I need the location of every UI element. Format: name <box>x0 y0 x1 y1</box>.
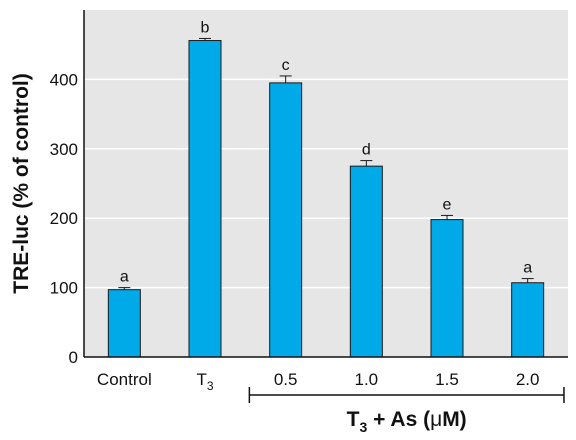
x-tick-label: Control <box>97 370 152 389</box>
plot-area <box>84 10 568 357</box>
group-label-greek: μ <box>430 408 442 431</box>
x-tick-labels: Control T3 0.5 1.0 1.5 2.0 <box>97 370 540 393</box>
bar <box>107 289 141 358</box>
significance-label: a <box>120 269 129 286</box>
significance-label: b <box>201 19 210 36</box>
y-tick-label: 200 <box>50 209 78 228</box>
significance-label: d <box>362 142 371 159</box>
x-tick-label: 1.0 <box>355 370 379 389</box>
x-tick-label: T3 <box>196 370 213 393</box>
error-bars <box>118 37 534 290</box>
y-tick-label: 400 <box>50 70 78 89</box>
x-tick-label: 2.0 <box>516 370 540 389</box>
significance-label: c <box>282 57 290 74</box>
x-tick-label-main: Control <box>97 370 152 389</box>
x-tick-label-main: 1.5 <box>435 370 459 389</box>
x-tick-label-subscript: 3 <box>207 379 214 393</box>
bar <box>188 40 222 358</box>
x-tick-label-main: T <box>196 370 206 389</box>
y-tick-label: 300 <box>50 140 78 159</box>
x-tick-label-main: 0.5 <box>274 370 298 389</box>
x-tick-label: 1.5 <box>435 370 459 389</box>
y-tick-labels: 0 100 200 300 400 <box>50 70 78 367</box>
group-bracket: T3 + As (μM) <box>248 387 565 435</box>
bar <box>349 165 383 358</box>
x-tick-label-main: 2.0 <box>516 370 540 389</box>
bar <box>269 82 303 358</box>
group-label-unit: M) <box>442 408 467 431</box>
significance-labels: a b c d e a <box>120 19 532 285</box>
group-label-suffix: + As ( <box>367 408 430 431</box>
group-label: T3 + As (μM) <box>347 408 467 435</box>
axes <box>83 10 568 358</box>
bar <box>511 282 545 358</box>
y-axis-label: TRE-luc (% of control) <box>10 73 33 293</box>
x-tick-label-main: 1.0 <box>355 370 379 389</box>
gridlines <box>84 78 568 289</box>
bar <box>430 219 464 358</box>
group-label-subscript: 3 <box>359 419 367 435</box>
y-tick-label: 100 <box>50 279 78 298</box>
x-tick-label: 0.5 <box>274 370 298 389</box>
y-tick-label: 0 <box>69 348 78 367</box>
significance-label: a <box>523 260 532 277</box>
significance-label: e <box>443 196 452 213</box>
group-label-prefix: T <box>347 408 360 431</box>
